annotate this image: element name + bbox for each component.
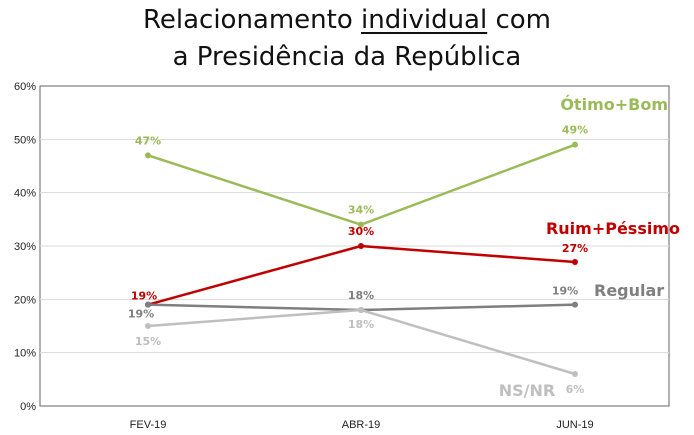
- data-point: [572, 301, 578, 308]
- data-label: 6%: [566, 383, 585, 396]
- series-name-label: Ótimo+Bom: [560, 95, 668, 114]
- x-tick-label: ABR-19: [342, 419, 381, 431]
- data-label: 19%: [131, 290, 157, 303]
- data-label: 18%: [348, 318, 374, 331]
- title-line-2: a Presidência da República: [172, 42, 522, 72]
- title-line-1: Relacionamento individual com: [0, 2, 694, 39]
- data-label: 49%: [562, 124, 588, 137]
- y-tick-label: 10%: [14, 348, 36, 360]
- data-point: [572, 141, 578, 148]
- data-label: 19%: [128, 308, 154, 321]
- y-tick-label: 30%: [14, 241, 36, 253]
- data-point: [572, 259, 578, 265]
- series-name-label: NS/NR: [499, 381, 555, 400]
- title-text-underlined: individual: [361, 5, 488, 35]
- data-point: [358, 307, 364, 313]
- data-point: [145, 323, 151, 329]
- title-text-end: com: [487, 5, 552, 35]
- y-tick-label: 50%: [14, 134, 36, 146]
- x-tick-label: JUN-19: [556, 419, 593, 431]
- series-name-label: Regular: [594, 281, 664, 300]
- chart-title: Relacionamento individual com a Presidên…: [0, 2, 694, 76]
- y-tick-label: 60%: [14, 81, 36, 93]
- data-label: 47%: [135, 134, 161, 147]
- data-label: 19%: [552, 285, 578, 298]
- data-label: 27%: [562, 242, 588, 255]
- data-label: 34%: [348, 204, 374, 217]
- data-point: [145, 152, 151, 159]
- y-tick-label: 20%: [14, 294, 36, 306]
- data-point: [358, 221, 364, 228]
- series-name-label: Ruim+Péssimo: [546, 219, 680, 238]
- x-tick-label: FEV-19: [130, 419, 167, 431]
- data-point: [145, 301, 151, 308]
- data-label: 30%: [348, 225, 374, 238]
- y-tick-label: 0%: [20, 401, 36, 413]
- data-point: [358, 243, 364, 249]
- data-label: 18%: [348, 289, 374, 302]
- data-label: 15%: [135, 335, 161, 348]
- data-point: [572, 371, 578, 377]
- title-text-start: Relacionamento: [142, 5, 362, 35]
- y-tick-label: 40%: [14, 188, 36, 200]
